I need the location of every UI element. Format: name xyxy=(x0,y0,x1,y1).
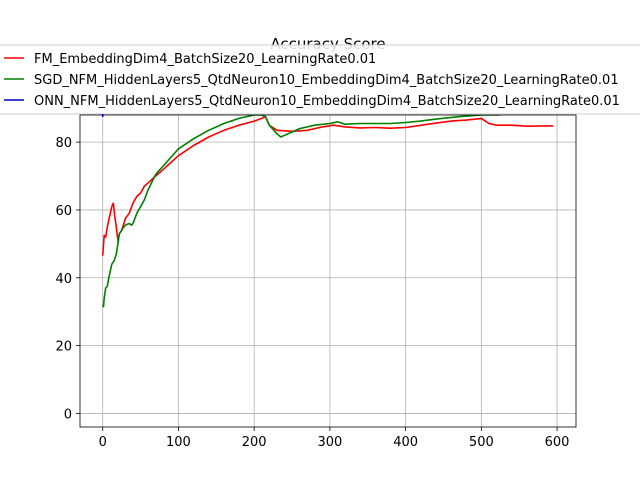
legend-label-1: SGD_NFM_HiddenLayers5_QtdNeuron10_Embedd… xyxy=(34,73,619,88)
y-tick-label: 0 xyxy=(64,407,72,422)
x-tick-label: 400 xyxy=(393,435,418,450)
series-layer xyxy=(101,115,554,308)
y-tick-label: 80 xyxy=(55,136,72,151)
x-tick-label: 500 xyxy=(469,435,494,450)
y-tick-label: 40 xyxy=(55,272,72,287)
y-tick-label: 60 xyxy=(55,204,72,219)
legend-label-2: ONN_NFM_HiddenLayers5_QtdNeuron10_Embedd… xyxy=(34,94,620,109)
x-tick-label: 0 xyxy=(99,435,107,450)
legend-box xyxy=(0,44,640,115)
plot-frame xyxy=(79,114,577,428)
grid-layer xyxy=(80,115,576,427)
x-tick-label: 200 xyxy=(242,435,267,450)
legend: FM_EmbeddingDim4_BatchSize20_LearningRat… xyxy=(0,44,640,117)
ticks-layer: 0 100 200 300 400 500 600 0 20 40 60 80 xyxy=(55,136,569,450)
x-tick-label: 600 xyxy=(545,435,570,450)
y-tick-label: 20 xyxy=(55,340,72,355)
series-line-1 xyxy=(101,115,501,308)
x-tick-label: 300 xyxy=(317,435,342,450)
legend-label-0: FM_EmbeddingDim4_BatchSize20_LearningRat… xyxy=(34,52,376,67)
axes-layer xyxy=(79,114,577,428)
series-line-0 xyxy=(101,115,554,256)
x-tick-label: 100 xyxy=(166,435,191,450)
